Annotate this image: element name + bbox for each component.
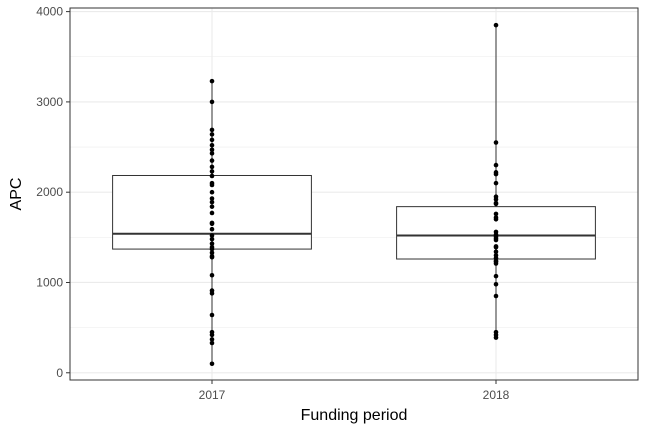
data-point bbox=[209, 196, 215, 201]
y-tick-label: 1000 bbox=[36, 275, 63, 289]
data-point bbox=[209, 361, 215, 367]
y-tick-label: 2000 bbox=[36, 185, 63, 199]
y-axis-title: APC bbox=[8, 178, 25, 211]
data-point bbox=[209, 233, 215, 238]
data-point bbox=[493, 261, 499, 266]
data-point bbox=[209, 340, 215, 346]
data-point bbox=[209, 142, 215, 148]
data-point bbox=[493, 237, 499, 243]
data-point bbox=[493, 216, 499, 222]
data-point bbox=[493, 273, 499, 279]
data-point bbox=[209, 182, 215, 188]
data-point bbox=[209, 236, 215, 242]
y-tick-label: 4000 bbox=[36, 5, 63, 19]
box-layer bbox=[112, 25, 596, 364]
data-point bbox=[209, 332, 215, 338]
data-point bbox=[493, 335, 499, 340]
data-point bbox=[493, 140, 499, 145]
data-point bbox=[209, 78, 215, 84]
data-point bbox=[493, 249, 499, 255]
data-point bbox=[209, 312, 215, 318]
data-point bbox=[209, 164, 215, 170]
axis-layer: 0 1000 2000 3000 4000 2017 2018 bbox=[36, 5, 509, 402]
data-point bbox=[209, 127, 215, 133]
data-point bbox=[209, 169, 215, 174]
data-point bbox=[209, 132, 215, 137]
data-point bbox=[493, 180, 499, 186]
x-tick-label: 2018 bbox=[483, 388, 510, 402]
data-point bbox=[493, 201, 499, 207]
y-tick-label: 3000 bbox=[36, 95, 63, 109]
data-point bbox=[493, 162, 499, 168]
data-point bbox=[209, 221, 215, 227]
data-point bbox=[493, 281, 499, 287]
data-point bbox=[209, 241, 215, 246]
y-tick-label: 0 bbox=[56, 366, 63, 380]
data-point bbox=[209, 158, 215, 163]
data-point bbox=[209, 99, 215, 105]
data-point bbox=[493, 244, 499, 250]
data-point bbox=[493, 22, 499, 28]
data-point bbox=[209, 204, 215, 209]
data-point bbox=[209, 210, 215, 216]
data-point bbox=[493, 293, 499, 299]
x-axis-title: Funding period bbox=[301, 407, 408, 424]
data-point bbox=[209, 337, 215, 342]
data-point bbox=[209, 254, 215, 260]
x-tick-label: 2017 bbox=[199, 388, 226, 402]
data-point bbox=[493, 171, 499, 177]
data-point bbox=[209, 226, 215, 232]
data-point bbox=[209, 173, 215, 179]
data-point bbox=[209, 189, 215, 195]
data-point bbox=[493, 197, 499, 202]
data-point bbox=[209, 246, 215, 252]
data-point bbox=[209, 151, 215, 156]
data-point bbox=[209, 291, 215, 296]
data-point bbox=[209, 199, 215, 205]
data-point bbox=[493, 211, 499, 217]
data-point bbox=[209, 147, 215, 153]
data-point bbox=[209, 272, 215, 278]
data-point bbox=[209, 137, 215, 143]
data-point bbox=[209, 250, 215, 255]
point-layer bbox=[209, 22, 499, 367]
panel-border bbox=[69, 7, 639, 381]
